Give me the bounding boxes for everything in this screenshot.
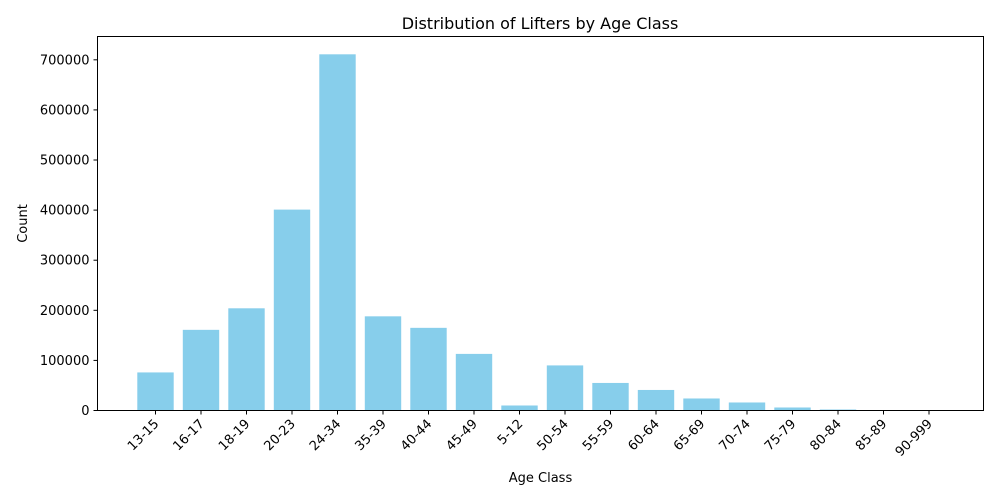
x-tick-label: 60-64 <box>626 417 663 454</box>
y-tick-label: 500000 <box>40 154 90 169</box>
bar-50-54 <box>546 365 584 411</box>
bar-55-59 <box>592 382 629 411</box>
x-tick-label: 50-54 <box>535 417 572 454</box>
bar-20-23 <box>273 209 311 411</box>
x-tick-label: 80-84 <box>808 417 845 454</box>
bar-60-64 <box>637 389 675 411</box>
x-tick-label: 18-19 <box>216 417 253 454</box>
bar-5-12 <box>501 405 538 411</box>
x-tick-label: 70-74 <box>717 417 754 454</box>
bar-24-34 <box>319 54 356 411</box>
bar-45-49 <box>455 353 493 411</box>
y-tick-label: 600000 <box>40 103 90 118</box>
bar-70-74 <box>728 402 766 411</box>
plot-frame <box>97 36 984 411</box>
x-tick-label: 20-23 <box>262 417 299 454</box>
x-tick-label: 45-49 <box>444 417 481 454</box>
bar-40-44 <box>410 327 447 411</box>
x-tick-label: 85-89 <box>853 417 890 454</box>
y-tick-label: 100000 <box>40 354 90 369</box>
y-tick-label: 0 <box>81 404 89 419</box>
x-tick-label: 90-999 <box>893 417 936 460</box>
y-tick-label: 200000 <box>40 304 90 319</box>
chart-title: Distribution of Lifters by Age Class <box>402 14 679 33</box>
x-tick-label: 40-44 <box>398 417 435 454</box>
y-axis: 0 100000 200000 300000 400000 500000 600000 700… <box>40 53 98 419</box>
y-tick-label: 700000 <box>40 53 90 68</box>
x-tick-label: 13-15 <box>125 417 162 454</box>
x-tick-label: 75-79 <box>762 417 799 454</box>
plot-area <box>137 54 948 411</box>
x-tick-label: 35-39 <box>353 417 390 454</box>
bar-13-15 <box>137 372 174 411</box>
x-tick-label: 65-69 <box>671 417 708 454</box>
y-tick-label: 400000 <box>40 204 90 219</box>
bar-75-79 <box>774 407 811 411</box>
x-tick-label: 16-17 <box>171 417 208 454</box>
y-axis-label: Count <box>16 204 31 243</box>
y-tick-label: 300000 <box>40 254 90 269</box>
x-axis-label: Age Class <box>509 471 573 486</box>
bar-65-69 <box>683 398 720 411</box>
bar-35-39 <box>364 316 402 411</box>
x-tick-label: 24-34 <box>307 417 344 454</box>
x-axis: 13-15 16-17 18-19 20-23 24-34 35-39 40-44 45-49… <box>125 410 936 460</box>
x-tick-label: 5-12 <box>495 417 526 448</box>
bar-16-17 <box>182 329 220 411</box>
bar-18-19 <box>228 308 265 411</box>
x-tick-label: 55-59 <box>580 417 617 454</box>
